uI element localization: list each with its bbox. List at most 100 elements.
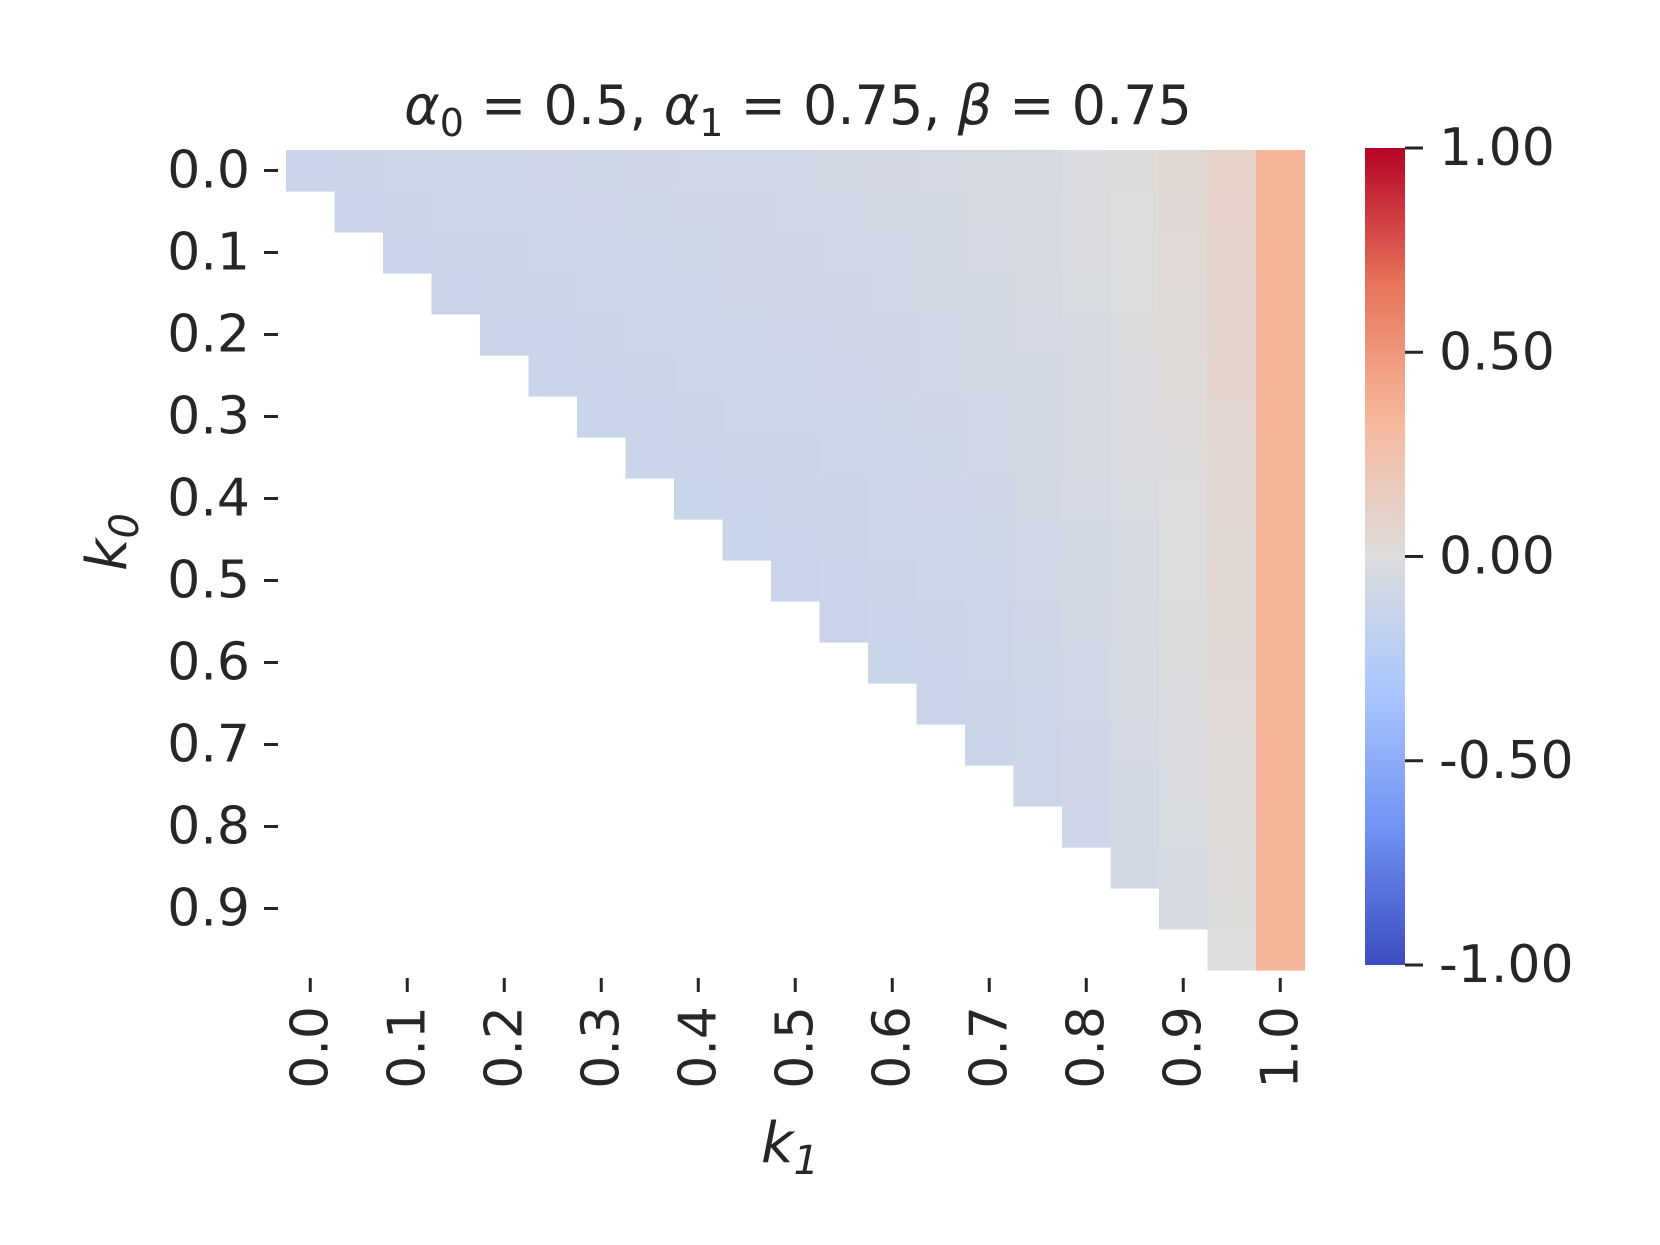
heatmap-cell [528, 232, 578, 274]
heatmap-cell [1159, 560, 1209, 602]
colorbar-tick-label: -1.00 [1439, 935, 1574, 995]
heatmap-cell [965, 314, 1015, 356]
heatmap-cell [1207, 232, 1257, 274]
heatmap-cell [868, 232, 918, 274]
y-tick-label: 0.8 [167, 797, 250, 857]
x-tick-label: 0.4 [668, 1006, 728, 1089]
heatmap-cell [1256, 724, 1306, 766]
heatmap-cell [1159, 847, 1209, 889]
y-tick-label: 0.6 [167, 633, 250, 693]
heatmap-cell [965, 601, 1015, 643]
heatmap-cell [1159, 191, 1209, 233]
heatmap-cell [1013, 191, 1063, 233]
heatmap-cell [1159, 355, 1209, 397]
heatmap-cell [577, 150, 627, 192]
heatmap-cell [1013, 478, 1063, 520]
heatmap-cell [528, 314, 578, 356]
heatmap-cell [528, 150, 578, 192]
heatmap-cell [1013, 519, 1063, 561]
heatmap-cell [431, 150, 481, 192]
heatmap-cell [1013, 232, 1063, 274]
y-tick-label: 0.2 [167, 305, 250, 365]
heatmap-cell [1062, 355, 1112, 397]
heatmap-cell [965, 273, 1015, 315]
heatmap-cell [819, 232, 869, 274]
heatmap-cell [819, 191, 869, 233]
heatmap-cell [1207, 806, 1257, 848]
heatmap-cell [1207, 888, 1257, 930]
heatmap-cell [1062, 232, 1112, 274]
heatmap-cell [625, 355, 675, 397]
heatmap-cell [1062, 478, 1112, 520]
heatmap-cell [916, 683, 966, 725]
heatmap-cell [771, 478, 821, 520]
heatmap-cell [1110, 437, 1160, 479]
heatmap-cell [916, 560, 966, 602]
heatmap-cell [1207, 437, 1257, 479]
heatmap-cell [819, 355, 869, 397]
heatmap-cell [819, 396, 869, 438]
heatmap-cell [1013, 150, 1063, 192]
heatmap-cell [625, 150, 675, 192]
heatmap-cell [480, 191, 530, 233]
heatmap-cell [1159, 396, 1209, 438]
heatmap-cell [1256, 519, 1306, 561]
heatmap-cell [528, 191, 578, 233]
heatmap-cell [625, 191, 675, 233]
heatmap-cell [771, 191, 821, 233]
heatmap-cell [868, 396, 918, 438]
heatmap-cell [771, 273, 821, 315]
heatmap-cell [1256, 314, 1306, 356]
heatmap-cell [965, 642, 1015, 684]
heatmap-cell [1207, 478, 1257, 520]
heatmap-cell [868, 437, 918, 479]
heatmap-cell [1207, 601, 1257, 643]
heatmap-cell [1207, 724, 1257, 766]
heatmap-cell [1062, 437, 1112, 479]
heatmap-cell [771, 314, 821, 356]
heatmap-cell [1207, 560, 1257, 602]
heatmap-cell [722, 273, 772, 315]
x-tick-label: 0.1 [377, 1006, 437, 1089]
heatmap-cell [916, 437, 966, 479]
heatmap-cell [1256, 765, 1306, 807]
heatmap-cell [1110, 232, 1160, 274]
heatmap-cell [722, 478, 772, 520]
heatmap-cell [868, 478, 918, 520]
heatmap-cell [431, 273, 481, 315]
heatmap-cell [577, 232, 627, 274]
heatmap-cell [334, 191, 384, 233]
heatmap-cell [868, 642, 918, 684]
heatmap-cell [1062, 806, 1112, 848]
heatmap-cell [868, 191, 918, 233]
heatmap-cell [1062, 765, 1112, 807]
heatmap-cell [771, 437, 821, 479]
heatmap-cell [1159, 888, 1209, 930]
heatmap-cell [334, 150, 384, 192]
heatmap-cell [1256, 560, 1306, 602]
heatmap-cell [1256, 273, 1306, 315]
colorbar: 1.00 0.50 0.00 -0.50 -1.00 [1365, 118, 1574, 995]
heatmap-cell [916, 273, 966, 315]
heatmap-cell [1110, 478, 1160, 520]
heatmap-cell [1159, 232, 1209, 274]
heatmap-cell [480, 314, 530, 356]
heatmap-cell [1062, 642, 1112, 684]
chart-title: α0 = 0.5, α1 = 0.75, β = 0.75 [404, 74, 1192, 145]
heatmap-cell [771, 396, 821, 438]
heatmap-cell [577, 273, 627, 315]
heatmap-cell [1062, 150, 1112, 192]
heatmap-cell [383, 232, 433, 274]
x-tick-label: 0.3 [571, 1006, 631, 1089]
heatmap-cell [1207, 847, 1257, 889]
heatmap-cell [1062, 724, 1112, 766]
heatmap-cell [480, 273, 530, 315]
y-tick-label: 0.7 [167, 715, 250, 775]
heatmap-cell [965, 724, 1015, 766]
heatmap-cell [1256, 683, 1306, 725]
heatmap-cell [1207, 191, 1257, 233]
heatmap-cell [965, 355, 1015, 397]
heatmap-cell [674, 437, 724, 479]
heatmap-cell [1256, 847, 1306, 889]
heatmap-cell [674, 273, 724, 315]
